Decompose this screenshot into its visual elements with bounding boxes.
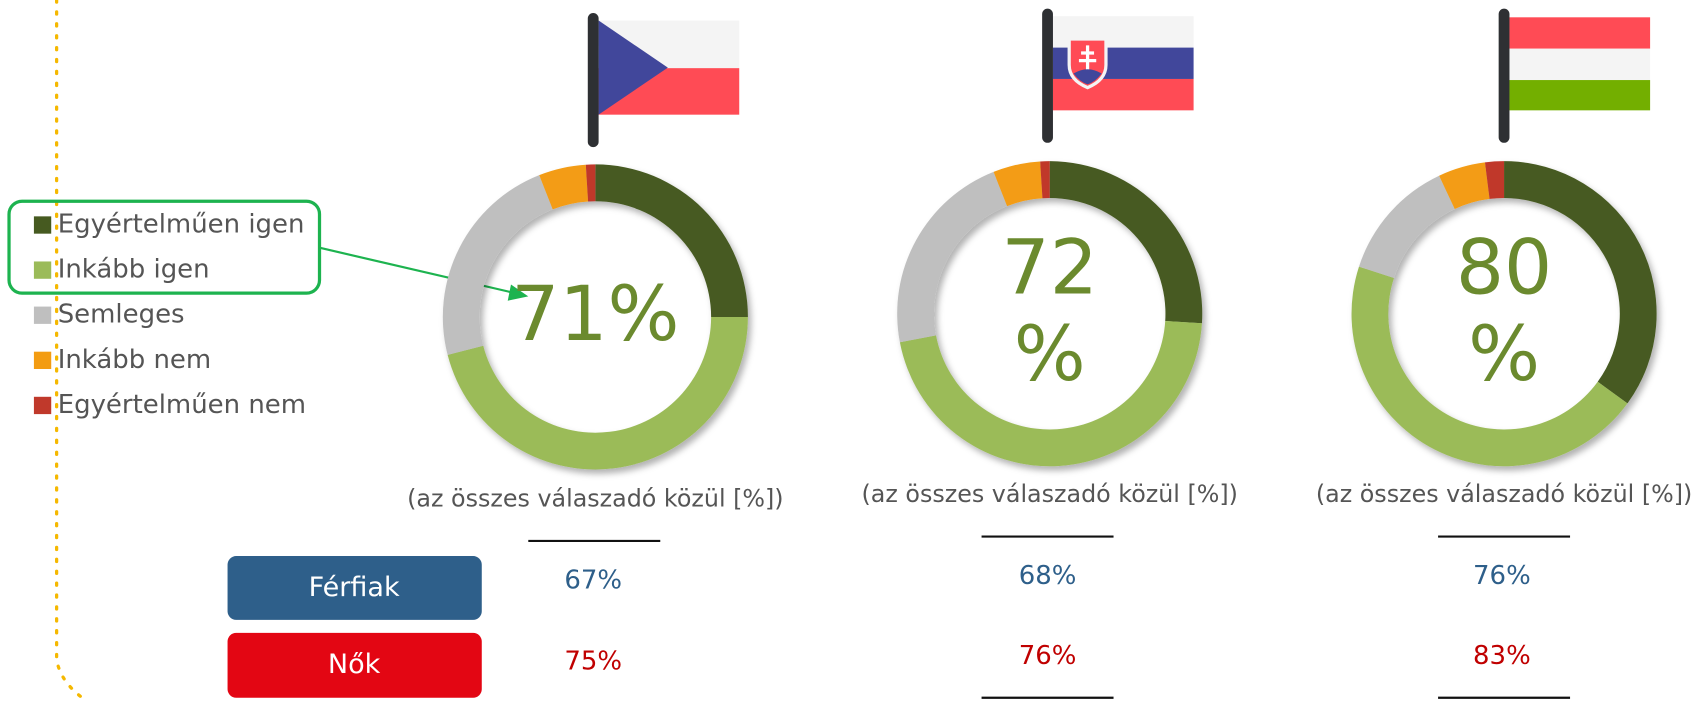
men-label: Férfiak bbox=[309, 572, 400, 603]
donut bbox=[442, 164, 748, 470]
center-label: % bbox=[1014, 310, 1086, 398]
donut bbox=[897, 161, 1203, 467]
group-value: 83% bbox=[1473, 641, 1531, 671]
donut-segment bbox=[442, 175, 553, 355]
legend-label: Egyértelműen nem bbox=[58, 390, 306, 420]
legend-label: Semleges bbox=[58, 300, 185, 330]
legend-label: Inkább igen bbox=[58, 255, 210, 285]
group-value: 67% bbox=[564, 565, 622, 595]
donut-segment bbox=[1351, 266, 1628, 467]
donut-segment bbox=[1439, 162, 1490, 209]
donut-segment bbox=[447, 316, 748, 470]
donut-segment bbox=[1358, 175, 1455, 278]
donut-segment bbox=[1040, 161, 1050, 199]
legend-swatch bbox=[33, 261, 52, 279]
flag-hu bbox=[1498, 8, 1651, 143]
legend-swatch bbox=[33, 306, 52, 324]
donut-segment bbox=[993, 161, 1043, 207]
center-label: 71% bbox=[511, 270, 679, 358]
center-label: 72 bbox=[1002, 224, 1098, 312]
decor-line bbox=[55, 0, 89, 701]
men-button bbox=[227, 556, 482, 620]
women-label: Nők bbox=[328, 649, 381, 680]
donut-segment bbox=[1049, 161, 1203, 324]
subtitle: (az összes válaszadó közül [%]) bbox=[862, 480, 1238, 508]
subtitle: (az összes válaszadó közül [%]) bbox=[1316, 480, 1692, 508]
legend-swatch bbox=[33, 396, 52, 415]
flag-sk bbox=[1042, 8, 1194, 143]
donut-segment bbox=[1484, 161, 1505, 199]
center-label: % bbox=[1468, 310, 1540, 398]
donut bbox=[1351, 161, 1657, 467]
center-label: 80 bbox=[1456, 224, 1552, 312]
group-value: 76% bbox=[1473, 561, 1531, 591]
flag-cz bbox=[587, 12, 740, 148]
subtitle: (az összes válaszadó közül [%]) bbox=[407, 484, 783, 512]
group-value: 75% bbox=[564, 647, 622, 677]
donut-segment bbox=[1504, 161, 1657, 404]
group-value: 68% bbox=[1019, 561, 1077, 591]
legend-swatch bbox=[33, 216, 52, 234]
donut-segment bbox=[539, 164, 589, 210]
women-button bbox=[227, 632, 482, 698]
donut-segment bbox=[595, 164, 748, 317]
donut-segment bbox=[897, 171, 1008, 343]
legend-swatch bbox=[33, 351, 52, 369]
legend-label: Inkább nem bbox=[58, 345, 211, 375]
highlight-box bbox=[7, 199, 322, 295]
legend-label: Egyértelműen igen bbox=[58, 210, 305, 240]
arrow-head bbox=[507, 284, 529, 301]
donut-segment bbox=[899, 320, 1202, 467]
group-value: 76% bbox=[1019, 641, 1077, 671]
donut-segment bbox=[585, 164, 596, 202]
